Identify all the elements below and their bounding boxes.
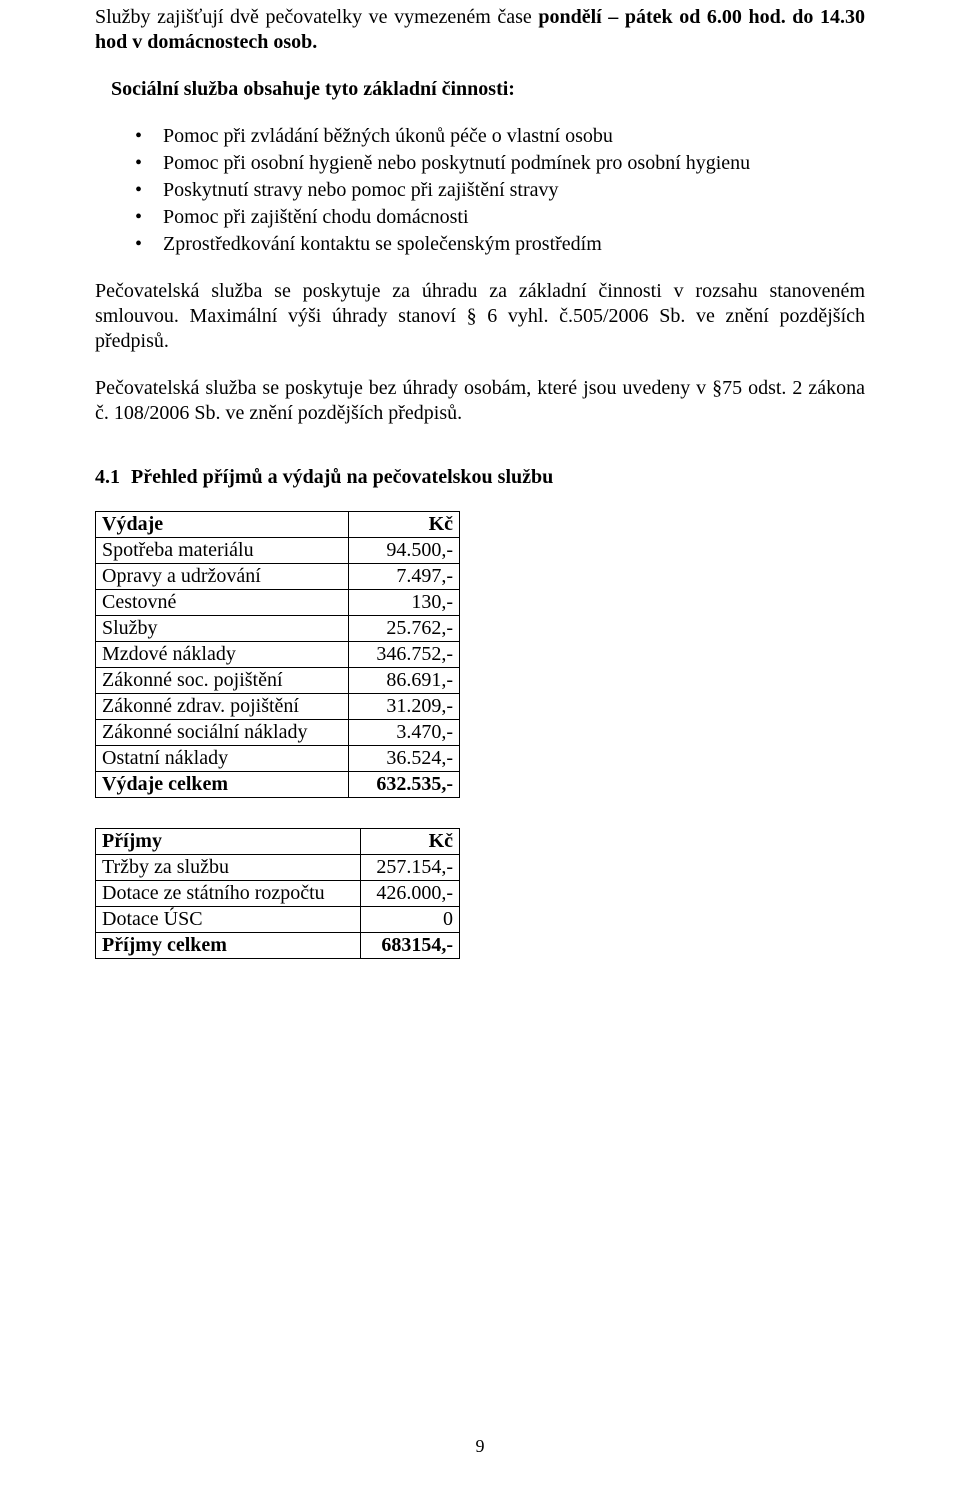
- cell-label: Dotace ze státního rozpočtu: [96, 881, 361, 907]
- free-paragraph: Pečovatelská služba se poskytuje bez úhr…: [95, 376, 865, 426]
- cell-label: Zákonné zdrav. pojištění: [96, 694, 349, 720]
- cell-value: 36.524,-: [349, 746, 460, 772]
- cell-label: Služby: [96, 616, 349, 642]
- intro-plain: Služby zajišťují dvě pečovatelky ve vyme…: [95, 6, 538, 28]
- cell-label: Tržby za službu: [96, 855, 361, 881]
- section-heading: 4.1Přehled příjmů a výdajů na pečovatels…: [95, 466, 865, 489]
- table-row: Spotřeba materiálu94.500,-: [96, 538, 460, 564]
- cell-value: 130,-: [349, 590, 460, 616]
- table-row: Tržby za službu257.154,-: [96, 855, 460, 881]
- table-row: Služby25.762,-: [96, 616, 460, 642]
- table-row: Zákonné soc. pojištění86.691,-: [96, 668, 460, 694]
- list-item: Pomoc při zvládání běžných úkonů péče o …: [135, 124, 865, 149]
- expenses-header-label: Výdaje: [96, 512, 349, 538]
- cell-value: 426.000,-: [361, 881, 460, 907]
- table-total-row: Příjmy celkem 683154,-: [96, 933, 460, 959]
- cell-label: Ostatní náklady: [96, 746, 349, 772]
- table-total-row: Výdaje celkem 632.535,-: [96, 772, 460, 798]
- cell-value: 257.154,-: [361, 855, 460, 881]
- section-title: Přehled příjmů a výdajů na pečovatelskou…: [131, 466, 553, 488]
- income-total-value: 683154,-: [361, 933, 460, 959]
- cell-label: Spotřeba materiálu: [96, 538, 349, 564]
- list-item: Pomoc při osobní hygieně nebo poskytnutí…: [135, 151, 865, 176]
- expenses-total-label: Výdaje celkem: [96, 772, 349, 798]
- page-number: 9: [0, 1436, 960, 1457]
- expenses-total-value: 632.535,-: [349, 772, 460, 798]
- expenses-table: Výdaje Kč Spotřeba materiálu94.500,- Opr…: [95, 511, 460, 798]
- table-row: Ostatní náklady36.524,-: [96, 746, 460, 772]
- intro-paragraph: Služby zajišťují dvě pečovatelky ve vyme…: [95, 5, 865, 55]
- table-row: Zákonné sociální náklady3.470,-: [96, 720, 460, 746]
- table-row: Dotace ze státního rozpočtu426.000,-: [96, 881, 460, 907]
- expenses-header-value: Kč: [349, 512, 460, 538]
- cell-value: 25.762,-: [349, 616, 460, 642]
- table-header-row: Příjmy Kč: [96, 829, 460, 855]
- income-header-value: Kč: [361, 829, 460, 855]
- cell-label: Dotace ÚSC: [96, 907, 361, 933]
- cell-value: 94.500,-: [349, 538, 460, 564]
- table-header-row: Výdaje Kč: [96, 512, 460, 538]
- cell-label: Mzdové náklady: [96, 642, 349, 668]
- cell-label: Opravy a udržování: [96, 564, 349, 590]
- activities-list: Pomoc při zvládání běžných úkonů péče o …: [135, 124, 865, 257]
- table-row: Opravy a udržování7.497,-: [96, 564, 460, 590]
- table-row: Cestovné130,-: [96, 590, 460, 616]
- list-item: Pomoc při zajištění chodu domácnosti: [135, 205, 865, 230]
- list-item: Zprostředkování kontaktu se společenským…: [135, 232, 865, 257]
- activities-heading: Sociální služba obsahuje tyto základní č…: [95, 77, 865, 102]
- income-header-label: Příjmy: [96, 829, 361, 855]
- income-table: Příjmy Kč Tržby za službu257.154,- Dotac…: [95, 828, 460, 959]
- table-row: Mzdové náklady346.752,-: [96, 642, 460, 668]
- table-row: Zákonné zdrav. pojištění31.209,-: [96, 694, 460, 720]
- list-item: Poskytnutí stravy nebo pomoc při zajiště…: [135, 178, 865, 203]
- section-number: 4.1: [95, 466, 131, 489]
- cell-value: 346.752,-: [349, 642, 460, 668]
- cell-value: 0: [361, 907, 460, 933]
- cell-label: Zákonné soc. pojištění: [96, 668, 349, 694]
- fee-paragraph: Pečovatelská služba se poskytuje za úhra…: [95, 279, 865, 354]
- cell-value: 31.209,-: [349, 694, 460, 720]
- cell-value: 7.497,-: [349, 564, 460, 590]
- table-row: Dotace ÚSC0: [96, 907, 460, 933]
- cell-value: 86.691,-: [349, 668, 460, 694]
- cell-value: 3.470,-: [349, 720, 460, 746]
- cell-label: Zákonné sociální náklady: [96, 720, 349, 746]
- cell-label: Cestovné: [96, 590, 349, 616]
- income-total-label: Příjmy celkem: [96, 933, 361, 959]
